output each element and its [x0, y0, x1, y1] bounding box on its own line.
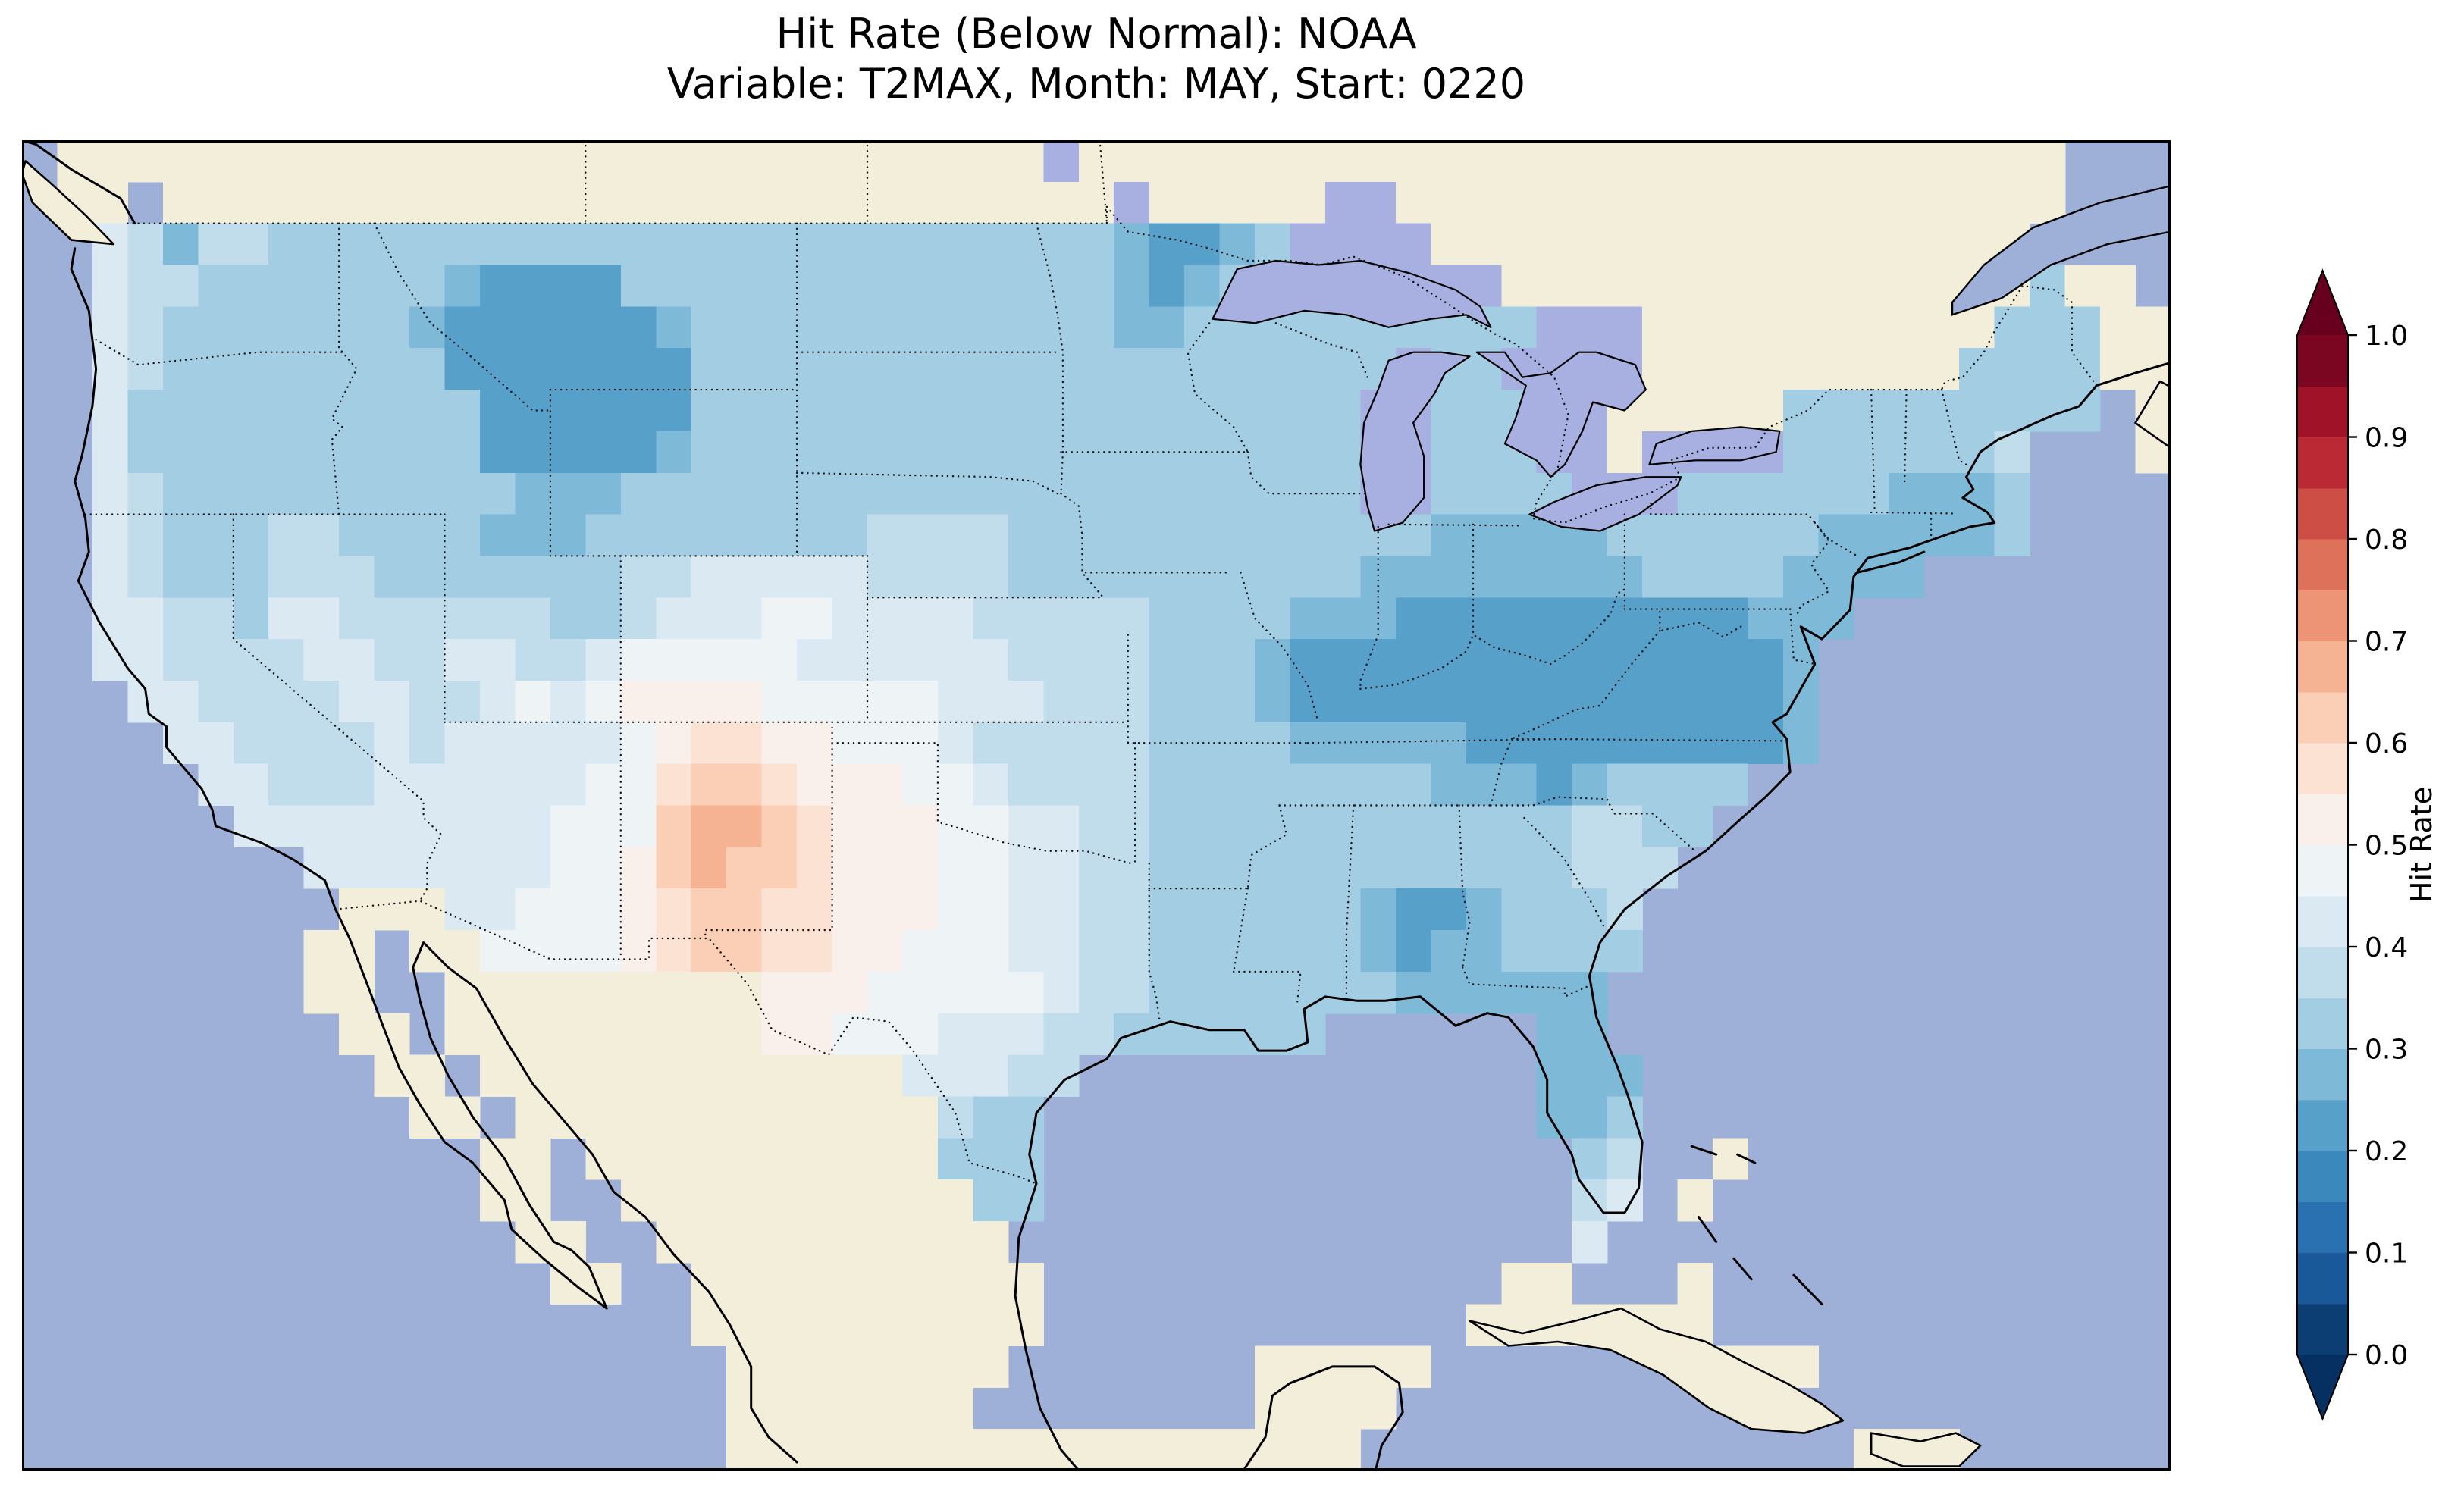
colorbar-axis-label: Hit Rate: [2405, 787, 2438, 903]
coastlines: [22, 140, 2171, 1471]
colorbar-extend-high: [2297, 271, 2348, 335]
colorbar-tick-label: 0.3: [2365, 1035, 2408, 1066]
colorbar-segments: [2297, 335, 2348, 1355]
title-block: Hit Rate (Below Normal): NOAA Variable: …: [22, 9, 2171, 109]
islands: [22, 160, 2171, 1467]
chart-subtitle: Variable: T2MAX, Month: MAY, Start: 0220: [666, 60, 1526, 108]
colorbar-tick-label: 0.9: [2365, 423, 2408, 454]
colorbar-tick-label: 0.7: [2365, 627, 2408, 658]
st-lawrence-river: [1951, 185, 2171, 316]
colorbar-tick-label: 0.6: [2365, 728, 2408, 760]
great-lakes: [1212, 259, 1781, 532]
state-borders: [84, 140, 2098, 1185]
chart-title: Hit Rate (Below Normal): NOAA: [776, 10, 1417, 58]
colorbar-tick-label: 1.0: [2365, 321, 2408, 352]
colorbar-extend-low: [2297, 1355, 2348, 1419]
colorbar-tick-label: 0.5: [2365, 831, 2408, 862]
colorbar: 0.0 0.1 0.2 0.3 0.4 0.5 0.6 0.7 0.8 0.9 1.0 Hit Rat…: [2296, 268, 2438, 1421]
map-canvas: [22, 140, 2171, 1471]
colorbar-ticks: 0.0 0.1 0.2 0.3 0.4 0.5 0.6 0.7 0.8 0.9 1.0: [2348, 321, 2408, 1371]
colorbar-tick-label: 0.1: [2365, 1239, 2408, 1270]
colorbar-tick-label: 0.2: [2365, 1136, 2408, 1167]
colorbar-tick-label: 0.8: [2365, 525, 2408, 556]
colorbar-tick-label: 0.0: [2365, 1340, 2408, 1371]
colorbar-tick-label: 0.4: [2365, 932, 2408, 963]
map-frame: [22, 140, 2171, 1471]
